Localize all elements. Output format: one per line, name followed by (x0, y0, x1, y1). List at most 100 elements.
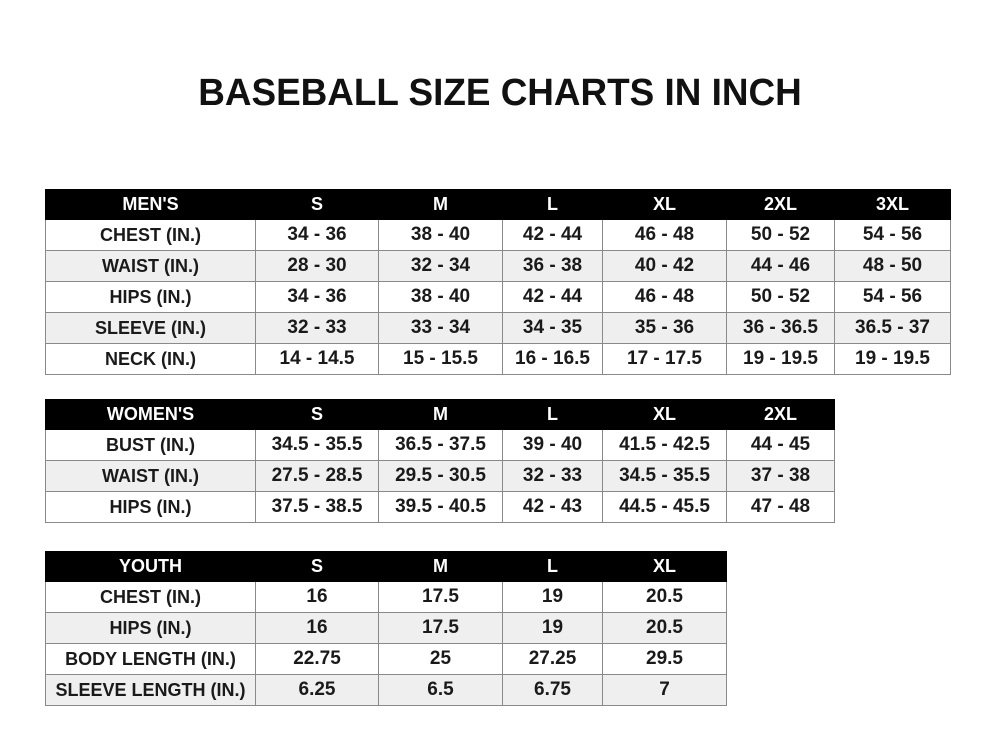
size-value-cell: 32 - 33 (255, 312, 379, 344)
measurement-label: SLEEVE (IN.) (45, 312, 256, 344)
size-value-cell: 42 - 43 (502, 491, 603, 523)
measurement-label: CHEST (IN.) (45, 581, 256, 613)
size-header: 2XL (726, 189, 835, 220)
size-value-cell: 34 - 35 (502, 312, 603, 344)
size-value-cell: 39 - 40 (502, 429, 603, 461)
size-header: M (378, 551, 503, 582)
table-header-row: YOUTH S M L XL (45, 551, 727, 582)
measurement-label: WAIST (IN.) (45, 250, 256, 282)
size-value-cell: 40 - 42 (602, 250, 727, 282)
size-value-cell: 6.25 (255, 674, 379, 706)
measurement-label: CHEST (IN.) (45, 219, 256, 251)
youth-size-table: YOUTH S M L XL CHEST (IN.) 16 17.5 19 20.5 HIPS (I… (45, 551, 727, 706)
table-header-row: WOMEN'S S M L XL 2XL (45, 399, 835, 430)
size-value-cell: 16 (255, 612, 379, 644)
size-value-cell: 33 - 34 (378, 312, 503, 344)
measurement-label: BODY LENGTH (IN.) (45, 643, 256, 675)
table-row: SLEEVE LENGTH (IN.) 6.25 6.5 6.75 7 (45, 674, 727, 706)
size-value-cell: 20.5 (602, 581, 727, 613)
size-value-cell: 48 - 50 (834, 250, 951, 282)
size-value-cell: 14 - 14.5 (255, 343, 379, 375)
table-row: BUST (IN.) 34.5 - 35.5 36.5 - 37.5 39 - 40 4… (45, 429, 835, 461)
size-value-cell: 29.5 - 30.5 (378, 460, 503, 492)
size-value-cell: 36.5 - 37 (834, 312, 951, 344)
size-value-cell: 50 - 52 (726, 281, 835, 313)
table-row: BODY LENGTH (IN.) 22.75 25 27.25 29.5 (45, 643, 727, 675)
table-header-row: MEN'S S M L XL 2XL 3XL (45, 189, 951, 220)
table-row: WAIST (IN.) 28 - 30 32 - 34 36 - 38 40 - 42 4… (45, 250, 951, 282)
size-header: M (378, 399, 503, 430)
size-value-cell: 38 - 40 (378, 219, 503, 251)
size-value-cell: 17.5 (378, 581, 503, 613)
measurement-label: HIPS (IN.) (45, 491, 256, 523)
size-value-cell: 44.5 - 45.5 (602, 491, 727, 523)
size-value-cell: 54 - 56 (834, 281, 951, 313)
measurement-label: BUST (IN.) (45, 429, 256, 461)
size-header: 3XL (834, 189, 951, 220)
table-row: WAIST (IN.) 27.5 - 28.5 29.5 - 30.5 32 - 33… (45, 460, 835, 492)
size-header: L (502, 399, 603, 430)
size-value-cell: 34.5 - 35.5 (602, 460, 727, 492)
size-header: L (502, 189, 603, 220)
size-header: S (255, 399, 379, 430)
table-row: SLEEVE (IN.) 32 - 33 33 - 34 34 - 35 35 - 36… (45, 312, 951, 344)
measurement-label: NECK (IN.) (45, 343, 256, 375)
size-value-cell: 34 - 36 (255, 219, 379, 251)
size-value-cell: 46 - 48 (602, 281, 727, 313)
size-value-cell: 37 - 38 (726, 460, 835, 492)
size-value-cell: 16 (255, 581, 379, 613)
size-value-cell: 19 (502, 612, 603, 644)
size-value-cell: 50 - 52 (726, 219, 835, 251)
table-row: CHEST (IN.) 16 17.5 19 20.5 (45, 581, 727, 613)
size-value-cell: 36.5 - 37.5 (378, 429, 503, 461)
size-value-cell: 36 - 38 (502, 250, 603, 282)
size-value-cell: 19 (502, 581, 603, 613)
table-row: CHEST (IN.) 34 - 36 38 - 40 42 - 44 46 - 48 5… (45, 219, 951, 251)
page-title: BASEBALL SIZE CHARTS IN INCH (198, 72, 802, 114)
size-value-cell: 27.5 - 28.5 (255, 460, 379, 492)
size-value-cell: 36 - 36.5 (726, 312, 835, 344)
size-value-cell: 42 - 44 (502, 281, 603, 313)
measurement-label: HIPS (IN.) (45, 281, 256, 313)
size-value-cell: 6.5 (378, 674, 503, 706)
size-value-cell: 34 - 36 (255, 281, 379, 313)
size-value-cell: 19 - 19.5 (726, 343, 835, 375)
size-value-cell: 7 (602, 674, 727, 706)
size-value-cell: 29.5 (602, 643, 727, 675)
size-value-cell: 37.5 - 38.5 (255, 491, 379, 523)
measurement-label: HIPS (IN.) (45, 612, 256, 644)
size-value-cell: 16 - 16.5 (502, 343, 603, 375)
size-value-cell: 25 (378, 643, 503, 675)
size-header: XL (602, 189, 727, 220)
size-value-cell: 15 - 15.5 (378, 343, 503, 375)
size-value-cell: 32 - 33 (502, 460, 603, 492)
measurement-label: WAIST (IN.) (45, 460, 256, 492)
size-header: XL (602, 551, 727, 582)
category-header: YOUTH (45, 551, 256, 582)
size-value-cell: 44 - 45 (726, 429, 835, 461)
size-value-cell: 20.5 (602, 612, 727, 644)
category-header: MEN'S (45, 189, 256, 220)
measurement-label: SLEEVE LENGTH (IN.) (45, 674, 256, 706)
size-header: L (502, 551, 603, 582)
size-value-cell: 41.5 - 42.5 (602, 429, 727, 461)
size-value-cell: 44 - 46 (726, 250, 835, 282)
size-value-cell: 17 - 17.5 (602, 343, 727, 375)
size-value-cell: 39.5 - 40.5 (378, 491, 503, 523)
size-header: S (255, 551, 379, 582)
mens-size-table: MEN'S S M L XL 2XL 3XL CHEST (IN.) 34 - 36 38 - 4… (45, 189, 951, 375)
size-value-cell: 42 - 44 (502, 219, 603, 251)
size-header: 2XL (726, 399, 835, 430)
table-row: HIPS (IN.) 16 17.5 19 20.5 (45, 612, 727, 644)
size-value-cell: 17.5 (378, 612, 503, 644)
size-value-cell: 47 - 48 (726, 491, 835, 523)
womens-size-table: WOMEN'S S M L XL 2XL BUST (IN.) 34.5 - 35.5 36.5… (45, 399, 835, 523)
size-value-cell: 32 - 34 (378, 250, 503, 282)
table-row: HIPS (IN.) 37.5 - 38.5 39.5 - 40.5 42 - 43 4… (45, 491, 835, 523)
size-value-cell: 28 - 30 (255, 250, 379, 282)
category-header: WOMEN'S (45, 399, 256, 430)
size-value-cell: 22.75 (255, 643, 379, 675)
size-value-cell: 38 - 40 (378, 281, 503, 313)
size-value-cell: 34.5 - 35.5 (255, 429, 379, 461)
size-header: XL (602, 399, 727, 430)
